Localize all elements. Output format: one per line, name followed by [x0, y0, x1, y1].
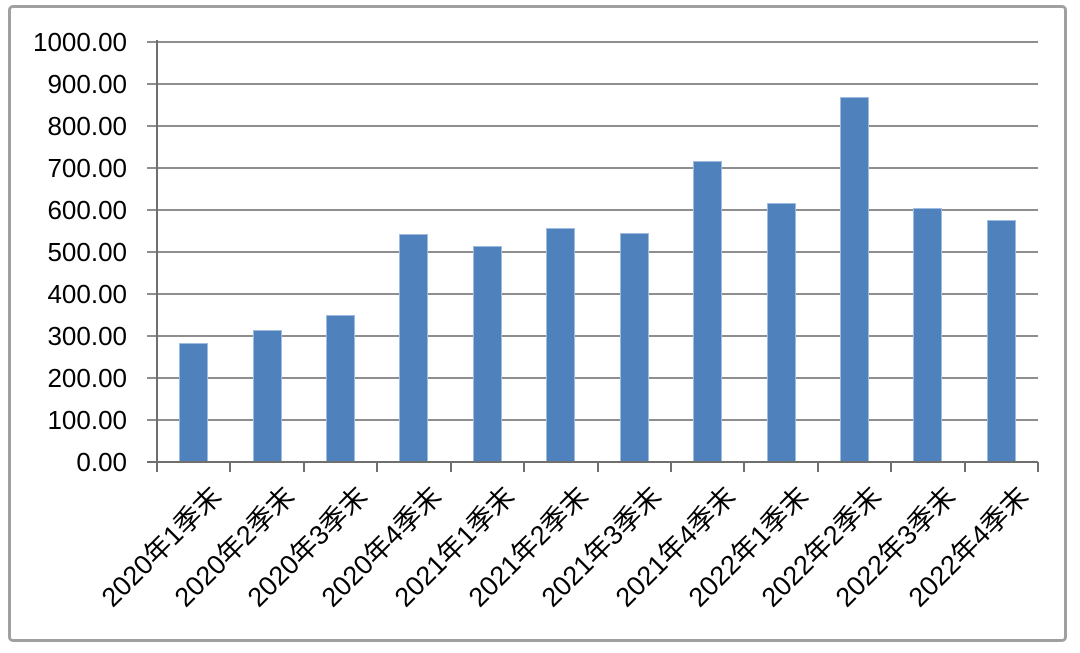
x-axis-tick	[816, 462, 819, 472]
y-gridline	[157, 293, 1038, 295]
x-axis-tick	[669, 462, 672, 472]
y-axis-tick	[147, 335, 157, 337]
y-gridline	[157, 41, 1038, 43]
x-axis-tick	[302, 462, 305, 472]
bar	[546, 228, 576, 462]
y-gridline	[157, 83, 1038, 85]
x-axis-tick	[963, 462, 966, 472]
x-axis-tick	[596, 462, 599, 472]
y-gridline	[157, 377, 1038, 379]
bar	[839, 97, 869, 462]
bar	[472, 246, 502, 462]
y-gridline	[157, 251, 1038, 253]
y-axis-tick	[147, 293, 157, 295]
y-axis-tick	[147, 251, 157, 253]
y-axis-tick-label: 700.00	[47, 153, 127, 183]
y-axis-tick-label: 900.00	[47, 69, 127, 99]
y-axis-tick	[147, 83, 157, 85]
y-gridline	[157, 419, 1038, 421]
bar	[179, 343, 209, 462]
bar	[986, 220, 1016, 462]
y-axis-tick	[147, 377, 157, 379]
bar	[766, 203, 796, 462]
y-axis-tick-label: 400.00	[47, 279, 127, 309]
bar	[326, 315, 356, 462]
x-axis-tick	[376, 462, 379, 472]
chart-frame	[8, 5, 1067, 642]
bar	[252, 330, 282, 462]
x-axis-tick	[743, 462, 746, 472]
y-axis-tick-label: 0.00	[76, 447, 127, 477]
y-axis-line	[156, 40, 158, 472]
bar	[619, 233, 649, 462]
y-axis-tick-label: 200.00	[47, 363, 127, 393]
y-axis-tick	[147, 209, 157, 211]
x-axis-tick	[1037, 462, 1039, 472]
y-axis-tick-label: 300.00	[47, 321, 127, 351]
y-axis-tick-label: 500.00	[47, 237, 127, 267]
bar	[913, 208, 943, 462]
y-gridline	[157, 167, 1038, 169]
x-axis-tick	[156, 462, 158, 472]
y-gridline	[157, 125, 1038, 127]
y-axis-tick-label: 800.00	[47, 111, 127, 141]
y-axis-tick	[147, 419, 157, 421]
y-gridline	[157, 209, 1038, 211]
y-axis-tick	[147, 125, 157, 127]
y-axis-tick-label: 1000.00	[33, 27, 127, 57]
y-axis-tick	[147, 41, 157, 43]
bar	[399, 234, 429, 462]
x-axis-tick	[890, 462, 893, 472]
y-gridline	[157, 335, 1038, 337]
y-axis-tick-label: 600.00	[47, 195, 127, 225]
x-axis-line	[147, 461, 1038, 463]
x-axis-tick	[229, 462, 232, 472]
y-axis-tick	[147, 167, 157, 169]
x-axis-tick	[449, 462, 452, 472]
bar	[693, 161, 723, 462]
y-axis-tick-label: 100.00	[47, 405, 127, 435]
x-axis-tick	[523, 462, 526, 472]
